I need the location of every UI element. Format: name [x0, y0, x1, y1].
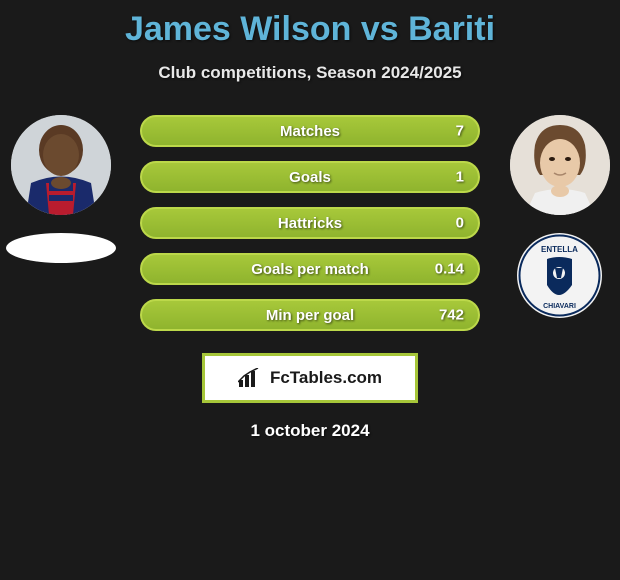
crest-text-bottom: CHIAVARI [543, 303, 576, 310]
player-left-avatar [11, 115, 111, 215]
page-subtitle: Club competitions, Season 2024/2025 [0, 63, 620, 83]
stat-value: 1 [456, 169, 464, 186]
club-crest-icon: ENTELLA CHIAVARI [517, 233, 602, 318]
player-right-avatar [510, 115, 610, 215]
stat-label: Goals per match [251, 261, 369, 278]
person-icon [510, 115, 610, 215]
bar-chart-icon [238, 368, 262, 388]
player-right-crest: ENTELLA CHIAVARI [517, 233, 602, 318]
stat-label: Hattricks [278, 215, 342, 232]
stat-row-hattricks: Hattricks 0 [140, 207, 480, 239]
comparison-content: ENTELLA CHIAVARI Matches 7 Goals 1 Hattr… [0, 115, 620, 441]
stat-row-matches: Matches 7 [140, 115, 480, 147]
stat-value: 742 [439, 307, 464, 324]
stat-row-goals: Goals 1 [140, 161, 480, 193]
stat-row-min-per-goal: Min per goal 742 [140, 299, 480, 331]
stat-value: 7 [456, 123, 464, 140]
stat-value: 0 [456, 215, 464, 232]
stat-label: Goals [289, 169, 331, 186]
stat-label: Min per goal [266, 307, 354, 324]
stat-value: 0.14 [435, 261, 464, 278]
date-line: 1 october 2024 [0, 421, 620, 441]
player-left-crest-placeholder [6, 233, 116, 263]
stat-label: Matches [280, 123, 340, 140]
brand-text: FcTables.com [270, 368, 382, 388]
player-left-column [8, 115, 113, 263]
person-icon [11, 115, 111, 215]
crest-text-top: ENTELLA [541, 245, 578, 254]
player-right-column: ENTELLA CHIAVARI [507, 115, 612, 318]
page-title: James Wilson vs Bariti [0, 0, 620, 49]
stats-bars: Matches 7 Goals 1 Hattricks 0 Goals per … [140, 115, 480, 331]
stat-row-goals-per-match: Goals per match 0.14 [140, 253, 480, 285]
brand-watermark: FcTables.com [202, 353, 418, 403]
